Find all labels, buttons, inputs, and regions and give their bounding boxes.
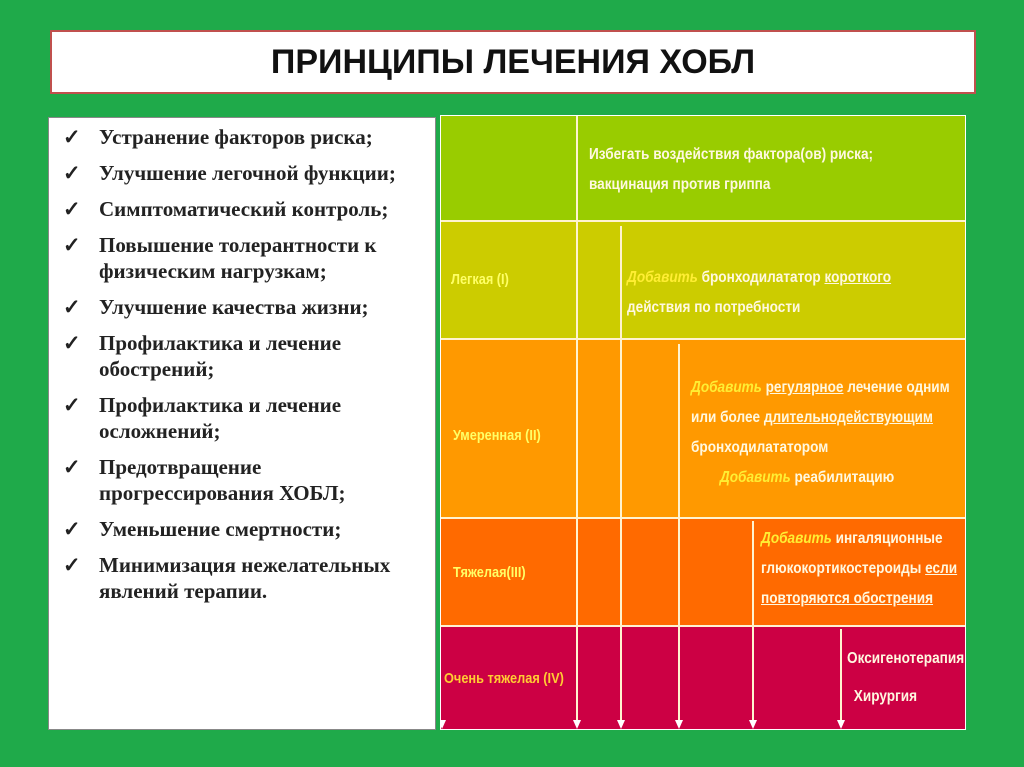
divider — [620, 226, 622, 723]
treatment-table: Избегать воздействия фактора(ов) риска; … — [440, 115, 966, 730]
stage-label: Очень тяжелая (IV) — [444, 670, 564, 687]
principle-text: Повышение толерантности к физическим наг… — [99, 233, 377, 283]
text: глюкокортикостероиды — [761, 560, 922, 577]
row-severe: Тяжелая(III) Добавить ингаляционные глюк… — [441, 518, 965, 626]
slide-title: ПРИНЦИПЫ ЛЕЧЕНИЯ ХОБЛ — [50, 30, 976, 94]
divider — [441, 338, 965, 340]
principle-text: Симптоматический контроль; — [99, 197, 389, 221]
principle-text: Минимизация нежелательных явлений терапи… — [99, 553, 391, 603]
principle-item: ✓ Улучшение качества жизни; — [63, 294, 431, 320]
text: Хирургия — [853, 688, 918, 705]
check-icon: ✓ — [63, 517, 81, 541]
principle-text: Улучшение легочной функции; — [99, 161, 396, 185]
principle-item: ✓ Улучшение легочной функции; — [63, 160, 431, 186]
text: бронходилататор — [701, 269, 821, 286]
arrow-down-icon — [749, 720, 757, 729]
divider — [576, 116, 578, 723]
principle-text: Уменьшение смертности; — [99, 517, 342, 541]
text: или более — [691, 409, 761, 426]
check-icon: ✓ — [63, 295, 81, 319]
check-icon: ✓ — [63, 553, 81, 577]
arrow-down-icon — [617, 720, 625, 729]
principles-list: ✓ Устранение факторов риска; ✓ Улучшение ле… — [63, 124, 431, 604]
divider — [441, 220, 965, 222]
check-icon: ✓ — [63, 197, 81, 221]
check-icon: ✓ — [63, 125, 81, 149]
row-mild: Легкая (I) Добавить бронходилататор коро… — [441, 221, 965, 339]
check-icon: ✓ — [63, 233, 81, 257]
principle-item: ✓ Профилактика и лечение обострений; — [63, 330, 431, 382]
arrow-down-icon — [573, 720, 581, 729]
divider — [840, 629, 842, 723]
stage-label: Умеренная (II) — [453, 427, 541, 444]
principle-item: ✓ Уменьшение смертности; — [63, 516, 431, 542]
text: бронходилататором — [691, 439, 829, 456]
stage-label: Легкая (I) — [451, 271, 509, 288]
text: если — [925, 560, 958, 577]
divider — [441, 517, 965, 519]
text: Оксигенотерапия — [847, 650, 965, 667]
add-label: Добавить — [719, 469, 791, 486]
principle-text: Профилактика и лечение осложнений; — [99, 393, 342, 443]
row-all-line1: Избегать воздействия фактора(ов) риска; — [589, 146, 874, 163]
text: ингаляционные — [835, 530, 943, 547]
arrow-down-icon — [675, 720, 683, 729]
divider — [752, 521, 754, 723]
text: длительнодействующим — [763, 409, 933, 426]
divider — [678, 344, 680, 723]
principle-item: ✓ Предотвращение прогрессирования ХОБЛ; — [63, 454, 431, 506]
principle-text: Улучшение качества жизни; — [99, 295, 369, 319]
principle-item: ✓ Повышение толерантности к физическим на… — [63, 232, 431, 284]
add-label: Добавить — [691, 379, 762, 396]
row-very-severe: Очень тяжелая (IV) Оксигенотерапия Хирур… — [441, 626, 965, 729]
row-all-stages: Избегать воздействия фактора(ов) риска; … — [441, 116, 965, 221]
add-label: Добавить — [627, 269, 698, 286]
arrow-down-icon — [837, 720, 845, 729]
divider — [441, 625, 965, 627]
check-icon: ✓ — [63, 455, 81, 479]
principle-text: Профилактика и лечение обострений; — [99, 331, 342, 381]
row-moderate: Умеренная (II) Добавить регулярное лечен… — [441, 339, 965, 518]
principle-item: ✓ Минимизация нежелательных явлений терап… — [63, 552, 431, 604]
text: реабилитацию — [794, 469, 895, 486]
text: короткого — [824, 269, 892, 286]
add-label: Добавить — [761, 530, 832, 547]
principle-item: ✓ Симптоматический контроль; — [63, 196, 431, 222]
text: повторяются обострения — [761, 590, 934, 607]
principle-item: ✓ Профилактика и лечение осложнений; — [63, 392, 431, 444]
check-icon: ✓ — [63, 161, 81, 185]
check-icon: ✓ — [63, 393, 81, 417]
text: регулярное — [765, 379, 844, 396]
row-all-line2: вакцинация против гриппа — [589, 176, 771, 193]
check-icon: ✓ — [63, 331, 81, 355]
principle-text: Предотвращение прогрессирования ХОБЛ; — [99, 455, 346, 505]
principles-panel: ✓ Устранение факторов риска; ✓ Улучшение ле… — [48, 117, 436, 730]
text: действия по потребности — [627, 299, 801, 316]
text: лечение одним — [847, 379, 950, 396]
arrow-down-icon — [441, 720, 446, 729]
principle-item: ✓ Устранение факторов риска; — [63, 124, 431, 150]
principle-text: Устранение факторов риска; — [99, 125, 373, 149]
stage-label: Тяжелая(III) — [453, 564, 526, 581]
